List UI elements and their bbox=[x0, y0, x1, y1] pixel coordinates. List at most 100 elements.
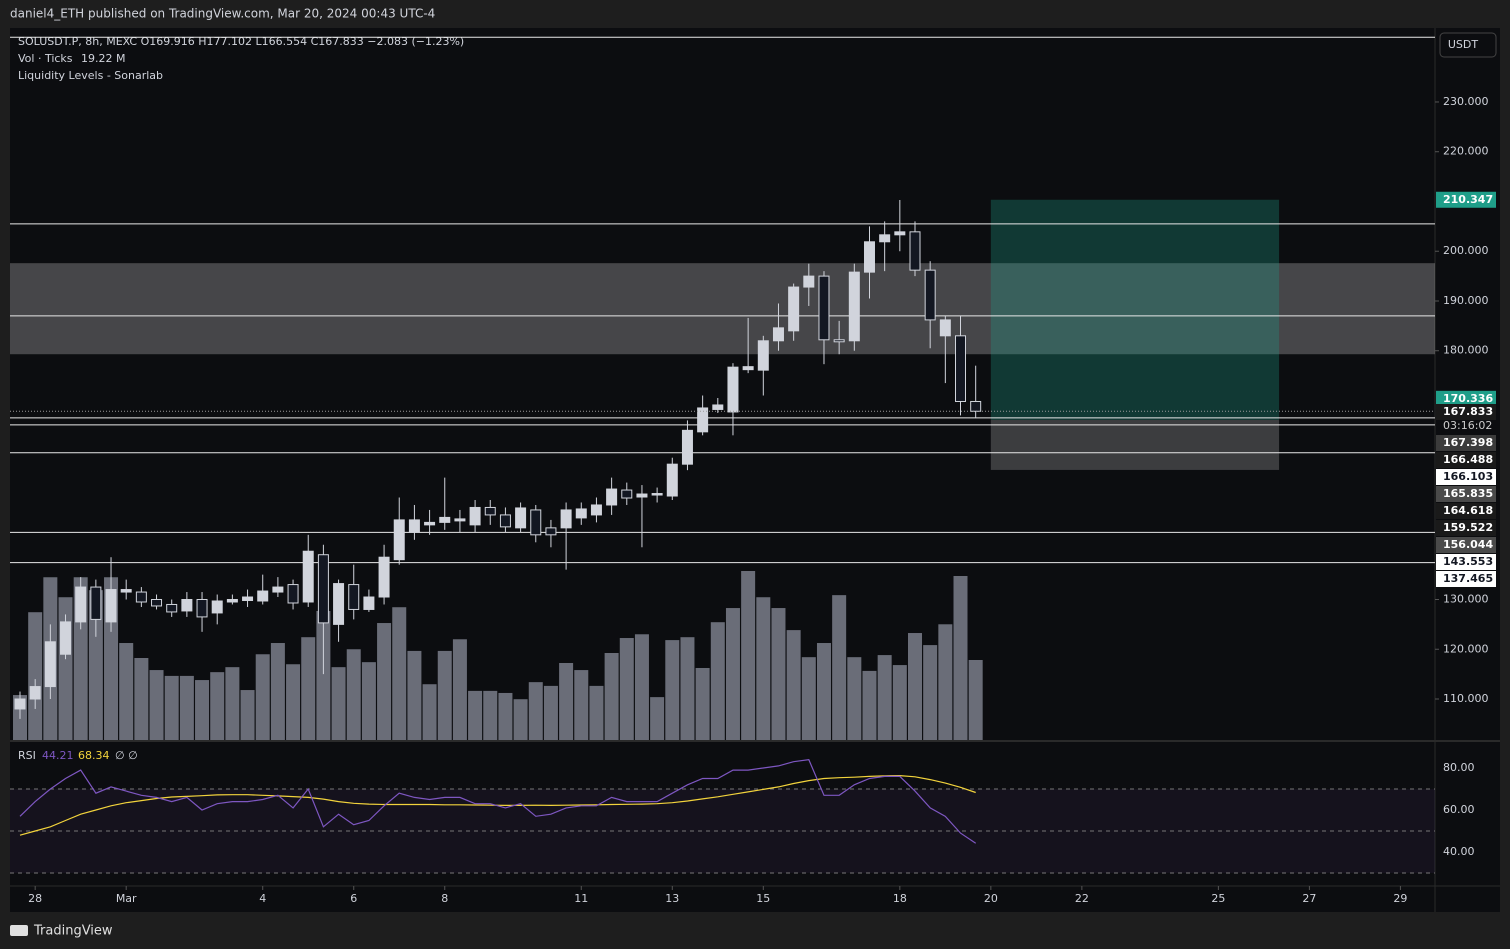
rsi-extra: ∅ ∅ bbox=[115, 749, 138, 762]
volume-bar bbox=[725, 608, 740, 740]
volume-bar bbox=[210, 672, 225, 740]
candle-body bbox=[120, 589, 132, 593]
candle-body bbox=[955, 335, 967, 402]
candle-body bbox=[863, 241, 875, 273]
volume-bar bbox=[468, 690, 483, 740]
volume-bar bbox=[847, 657, 862, 740]
price-label-bg bbox=[1436, 520, 1496, 536]
volume-bar bbox=[149, 670, 164, 740]
price-label: 166.488 bbox=[1443, 453, 1493, 466]
volume-bar bbox=[452, 639, 467, 740]
price-label-bg bbox=[1436, 452, 1496, 468]
rsi-tick-label: 80.00 bbox=[1443, 761, 1475, 774]
volume-bar bbox=[225, 667, 240, 740]
candle-body bbox=[469, 506, 481, 526]
volume-bar bbox=[407, 650, 422, 740]
price-label: 210.347 bbox=[1443, 193, 1493, 206]
price-label-bg bbox=[1436, 390, 1496, 407]
volume-bar bbox=[513, 699, 528, 740]
candle-body bbox=[14, 698, 26, 710]
volume-bar bbox=[377, 623, 392, 740]
volume-bar bbox=[422, 684, 437, 740]
rsi-value: 44.21 bbox=[42, 749, 74, 762]
candle-body bbox=[60, 621, 72, 655]
candle-body bbox=[636, 493, 648, 498]
y-tick-label: 190.000 bbox=[1443, 294, 1489, 307]
candle-body bbox=[757, 340, 769, 371]
logo: TradingView bbox=[33, 924, 113, 939]
price-label-bg bbox=[1436, 503, 1496, 519]
x-tick-label: 29 bbox=[1393, 892, 1407, 905]
currency-button[interactable] bbox=[1439, 32, 1497, 58]
candle-body bbox=[378, 556, 390, 598]
volume-bar bbox=[255, 654, 270, 740]
volume-bar bbox=[240, 690, 255, 740]
price-label-bg bbox=[1436, 537, 1496, 553]
volume-bar bbox=[801, 657, 816, 740]
volume-bar bbox=[695, 667, 710, 740]
volume-bar bbox=[741, 571, 756, 740]
candle-body bbox=[970, 400, 982, 412]
candle-body bbox=[348, 584, 360, 610]
volume-bar bbox=[286, 664, 301, 740]
candle-body bbox=[894, 231, 906, 236]
volume-bar bbox=[119, 643, 134, 740]
x-tick-label: 6 bbox=[350, 892, 357, 905]
candle-body bbox=[484, 506, 496, 516]
supply-zone bbox=[10, 263, 1435, 355]
price-label-bg bbox=[1436, 469, 1496, 485]
candle-body bbox=[333, 583, 345, 625]
price-label-bg bbox=[1436, 435, 1496, 451]
x-tick-label: 20 bbox=[984, 892, 998, 905]
volume-bar bbox=[953, 575, 968, 740]
candle-body bbox=[924, 269, 936, 321]
candle-body bbox=[454, 518, 466, 522]
candle-body bbox=[681, 429, 693, 465]
y-tick-label: 110.000 bbox=[1443, 692, 1489, 705]
x-tick-label: Mar bbox=[116, 892, 137, 905]
candle-body bbox=[803, 275, 815, 288]
candle-body bbox=[151, 599, 163, 607]
candle-body bbox=[408, 519, 420, 533]
volume-bar bbox=[650, 697, 665, 740]
candle-body bbox=[818, 275, 830, 341]
volume-bar bbox=[710, 622, 725, 740]
price-label: 166.103 bbox=[1443, 470, 1493, 483]
price-label: 164.618 bbox=[1443, 504, 1493, 517]
candle-body bbox=[272, 586, 284, 593]
volume-bar bbox=[604, 653, 619, 740]
volume-bar bbox=[680, 637, 695, 740]
candle-body bbox=[135, 591, 147, 603]
candle-body bbox=[788, 286, 800, 332]
volume-bar bbox=[862, 670, 877, 740]
volume-bar bbox=[195, 680, 210, 740]
y-tick-label: 200.000 bbox=[1443, 244, 1489, 257]
y-tick-label: 220.000 bbox=[1443, 145, 1489, 158]
volume-bar bbox=[483, 690, 498, 740]
candle-body bbox=[666, 463, 678, 497]
volume-bar bbox=[771, 608, 786, 740]
candle-body bbox=[833, 339, 845, 343]
volume-bar bbox=[164, 675, 179, 740]
volume-bar bbox=[589, 685, 604, 740]
candle-body bbox=[44, 641, 56, 688]
volume-bar bbox=[270, 643, 285, 740]
volume-bar bbox=[877, 655, 892, 740]
price-label-bg bbox=[1436, 486, 1496, 502]
candle-body bbox=[317, 554, 329, 624]
x-tick-label: 22 bbox=[1075, 892, 1089, 905]
candle-body bbox=[575, 508, 587, 519]
x-tick-label: 18 bbox=[893, 892, 907, 905]
volume-bar bbox=[498, 692, 513, 740]
x-tick-label: 8 bbox=[441, 892, 448, 905]
currency[interactable]: USDT bbox=[1448, 38, 1479, 51]
volume-bar bbox=[938, 624, 953, 740]
volume-bar bbox=[923, 645, 938, 740]
candle-body bbox=[545, 527, 557, 536]
price-label: 165.835 bbox=[1443, 487, 1493, 500]
x-tick-label: 25 bbox=[1211, 892, 1225, 905]
volume-bar bbox=[28, 612, 43, 740]
y-tick-label: 120.000 bbox=[1443, 642, 1489, 655]
candle-body bbox=[590, 504, 602, 516]
